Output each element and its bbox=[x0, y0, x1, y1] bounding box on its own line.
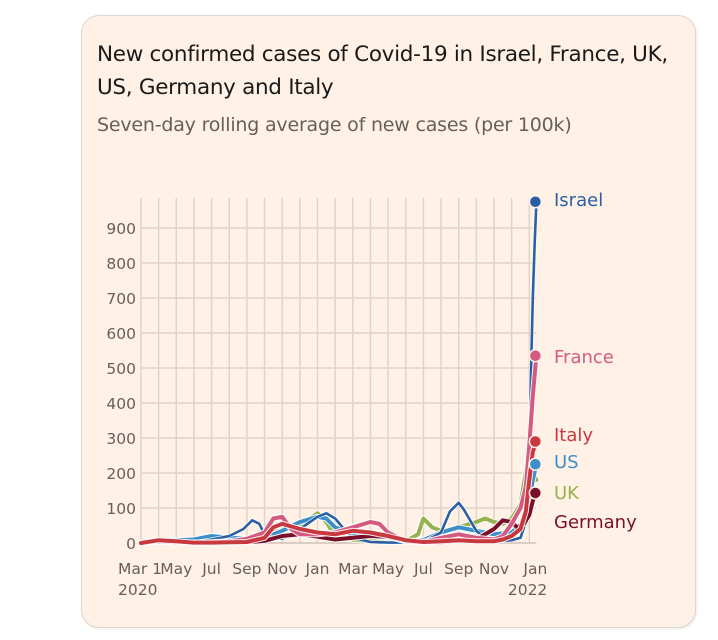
x-tick-label: May bbox=[160, 560, 192, 578]
y-tick-label: 900 bbox=[106, 220, 136, 238]
x-tick-year: 2022 bbox=[508, 581, 547, 599]
y-axis: 0 100 200 300 400 500 600 700 800 900 bbox=[106, 220, 136, 553]
series-lines bbox=[138, 199, 540, 546]
x-tick-label: Jan bbox=[522, 560, 547, 578]
x-tick-label: Jan bbox=[305, 560, 330, 578]
x-tick-label: Nov bbox=[479, 560, 509, 578]
x-tick-label: Sep bbox=[444, 560, 473, 578]
y-tick-label: 200 bbox=[106, 465, 136, 483]
y-tick-label: 700 bbox=[106, 290, 136, 308]
series-label-italy: Italy bbox=[554, 425, 593, 446]
x-tick-label: Jul bbox=[413, 560, 433, 578]
y-tick-label: 300 bbox=[106, 430, 136, 448]
y-tick-label: 100 bbox=[106, 500, 136, 518]
grid bbox=[140, 198, 537, 544]
series-labels: Israel France Italy US UK Germany bbox=[554, 190, 637, 533]
series-label-france: France bbox=[554, 347, 614, 368]
x-tick-year: 2020 bbox=[118, 581, 157, 599]
y-tick-label: 500 bbox=[106, 360, 136, 378]
line-israel bbox=[139, 200, 538, 545]
endpoint-germany bbox=[528, 486, 543, 500]
y-tick-label: 400 bbox=[106, 395, 136, 413]
x-tick-label: Jul bbox=[201, 560, 221, 578]
x-tick-label: Mar 1 bbox=[118, 560, 162, 578]
series-label-germany: Germany bbox=[554, 512, 637, 533]
y-tick-label: 600 bbox=[106, 325, 136, 343]
endpoint-italy bbox=[528, 434, 543, 449]
series-label-uk: UK bbox=[554, 483, 580, 504]
x-tick-label: Sep bbox=[232, 560, 261, 578]
y-tick-label: 0 bbox=[126, 535, 136, 553]
chart-subtitle: Seven-day rolling average of new cases (… bbox=[97, 114, 572, 136]
x-tick-label: Nov bbox=[267, 560, 297, 578]
series-endpoints bbox=[528, 195, 543, 500]
endpoint-france bbox=[528, 349, 543, 363]
x-tick-label: May bbox=[372, 560, 404, 578]
y-tick-label: 800 bbox=[106, 255, 136, 273]
chart-title: New confirmed cases of Covid-19 in Israe… bbox=[97, 42, 668, 100]
line-italy bbox=[139, 439, 539, 545]
series-label-israel: Israel bbox=[554, 190, 603, 211]
x-tick-label: Mar bbox=[338, 560, 368, 578]
series-label-us: US bbox=[554, 452, 579, 473]
endpoint-us bbox=[528, 457, 543, 471]
endpoint-israel bbox=[528, 195, 543, 209]
